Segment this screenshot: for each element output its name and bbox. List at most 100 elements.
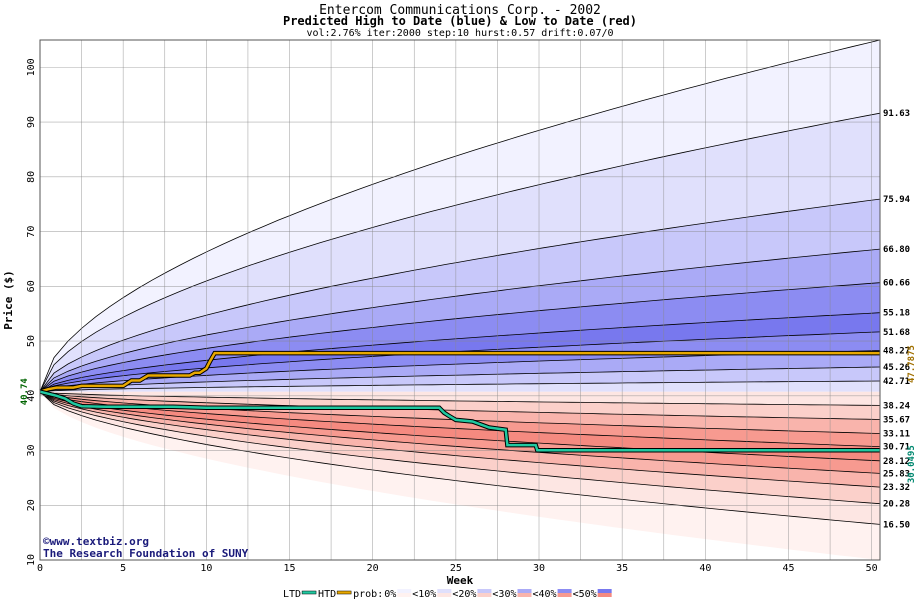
band-boundary-5 [39, 312, 881, 393]
x-tick-label: 20 [367, 563, 379, 574]
y-tick-label: 30 [26, 445, 37, 457]
legend-htd-label: HTD [318, 589, 336, 600]
low-band-6 [40, 391, 880, 488]
right-value-label: 16.50 [883, 520, 910, 530]
high-band-1 [40, 113, 880, 392]
band-boundary-10 [39, 391, 881, 406]
right-value-label: 23.32 [883, 483, 910, 493]
legend-prob-item-label: <10% [412, 589, 436, 600]
low-band-0 [40, 391, 880, 406]
low-band-4 [40, 391, 880, 461]
y-tick-label: 80 [26, 171, 37, 183]
legend-swatch-blue [477, 589, 492, 593]
legend-swatch-blue [597, 589, 612, 593]
band-boundary-2 [39, 198, 881, 392]
x-ticks: 0 5 10 15 20 25 30 35 40 45 50 [37, 563, 878, 574]
x-tick-label: 15 [283, 563, 295, 574]
legend-prob-item-label: <20% [452, 589, 476, 600]
right-labels: 91.63 75.94 66.80 60.66 55.18 51.68 48.27 45.26… [883, 109, 911, 530]
legend-ltd-swatch [301, 590, 317, 595]
legend-htd-swatch [336, 590, 352, 595]
band-boundary-8 [39, 366, 881, 393]
band-boundary-3 [39, 248, 881, 392]
chart-title: Entercom Communications Corp. - 2002 [319, 3, 601, 18]
x-tick-label: 25 [450, 563, 462, 574]
legend-swatch-blue [557, 589, 572, 593]
series-line-htd [39, 351, 880, 393]
high-band-3 [40, 249, 880, 392]
right-value-label: 20.28 [883, 500, 910, 510]
low-band-9 [40, 391, 880, 560]
band-boundary-15 [39, 391, 881, 474]
series-line-ltd [39, 390, 880, 452]
right-value-label: 42.71 [883, 377, 910, 387]
right-value-label: 48.27 [883, 347, 910, 357]
high-band-9 [40, 381, 880, 392]
right-value-label: 33.11 [883, 430, 910, 440]
ltd-last-label: 30.0495 [907, 445, 917, 483]
right-value-label: 75.94 [883, 195, 911, 205]
right-value-label: 66.80 [883, 245, 910, 255]
x-tick-label: 30 [533, 563, 545, 574]
high-band-0 [40, 40, 880, 392]
low-band-8 [40, 391, 880, 525]
y-tick-label: 90 [26, 116, 37, 128]
y-tick-label: 60 [26, 280, 37, 292]
right-value-label: 51.68 [883, 328, 910, 338]
credit-line-2: The Research Foundation of SUNY [43, 547, 249, 560]
right-value-label: 55.18 [883, 309, 910, 319]
y-tick-label: 70 [26, 226, 37, 238]
right-value-label: 35.67 [883, 415, 910, 425]
series-lines [39, 350, 880, 453]
legend-swatch-blue [397, 589, 412, 593]
htd-last-label: 47.7875 [907, 345, 917, 383]
y-tick-label: 10 [26, 554, 37, 566]
right-value-label: 25.83 [883, 469, 910, 479]
credit-line-1: ©www.textbiz.org [43, 535, 149, 548]
right-value-label: 45.26 [883, 363, 910, 373]
low-band-2 [40, 391, 880, 434]
legend-swatch-red [437, 593, 452, 597]
high-band-5 [40, 312, 880, 392]
y-tick-label: 20 [26, 499, 37, 511]
legend-swatch-blue [437, 589, 452, 593]
high-band-6 [40, 331, 880, 392]
legend-prob-item-label: <50% [573, 589, 597, 600]
legend-prob-item-label: <30% [492, 589, 516, 600]
x-tick-label: 5 [120, 563, 126, 574]
band-boundary-4 [39, 282, 881, 393]
right-value-label: 91.63 [883, 109, 910, 119]
legend-prob-item-label: <40% [533, 589, 557, 600]
y-ticks: 10 20 30 40 50 60 70 80 90 100 [26, 58, 37, 566]
band-boundary-16 [39, 391, 881, 488]
right-value-label: 28.12 [883, 457, 910, 467]
legend-swatch-red [397, 593, 412, 597]
right-value-label: 60.66 [883, 279, 910, 289]
chart-params: vol:2.76% iter:2000 step:10 hurst:0.57 d… [306, 28, 613, 39]
band-boundary-11 [39, 391, 881, 420]
x-tick-label: 10 [200, 563, 212, 574]
x-axis-label: Week [447, 574, 474, 587]
band-boundary-9 [39, 380, 881, 393]
chart-subtitle: Predicted High to Date (blue) & Low to D… [283, 14, 637, 28]
legend-swatch-red [477, 593, 492, 597]
band-boundary-18 [39, 391, 881, 525]
y-tick-label: 50 [26, 335, 37, 347]
y-tick-label: 40 [26, 390, 37, 402]
legend-swatch-red [597, 593, 612, 597]
probability-bands [39, 39, 881, 560]
legend-swatch-red [517, 593, 532, 597]
band-boundary-13 [39, 391, 881, 447]
high-band-4 [40, 282, 880, 392]
x-tick-label: 40 [699, 563, 711, 574]
right-value-label: 38.24 [883, 401, 911, 411]
x-tick-label: 50 [866, 563, 878, 574]
legend-prob-item-label: 0% [384, 589, 396, 600]
band-boundary-0 [39, 39, 881, 392]
start-price-label: 40.74 [20, 378, 30, 406]
high-band-8 [40, 367, 880, 392]
low-band-5 [40, 391, 880, 474]
legend-swatch-red [557, 593, 572, 597]
y-tick-label: 100 [26, 58, 37, 76]
